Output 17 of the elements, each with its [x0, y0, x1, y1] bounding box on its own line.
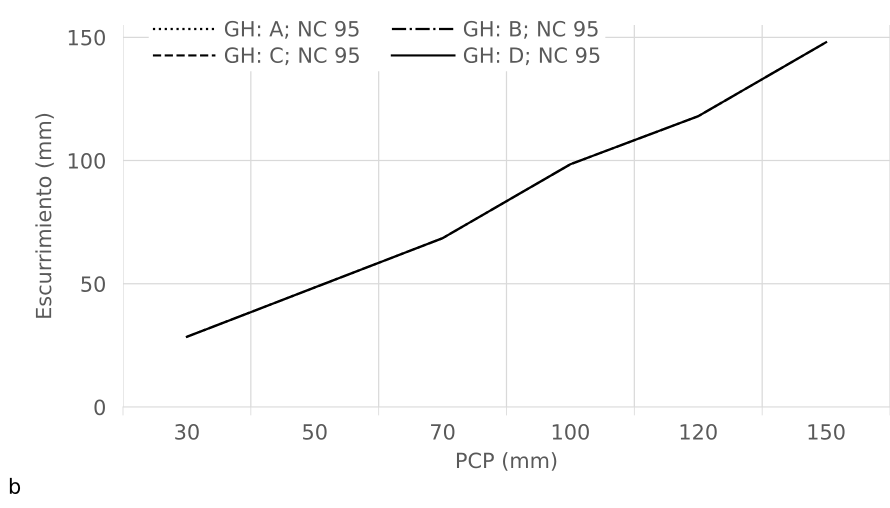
y-tick-label: 0	[94, 399, 105, 416]
y-tick-label: 100	[68, 153, 105, 169]
x-axis-title: PCP (mm)	[456, 452, 556, 471]
x-tick-label: 70	[431, 424, 454, 440]
x-tick-label: 50	[303, 424, 327, 440]
legend-label: GH: C; NC 95	[224, 47, 359, 66]
x-tick-label: 30	[175, 424, 199, 440]
y-tick-label: 150	[68, 30, 105, 46]
y-tick-label: 50	[81, 276, 105, 292]
x-tick-label: 120	[680, 424, 717, 440]
legend-label: GH: D; NC 95	[464, 47, 600, 66]
legend-label: GH: B; NC 95	[464, 20, 598, 39]
y-axis-title: Escurrimiento (mm)	[35, 114, 54, 318]
legend-label: GH: A; NC 95	[224, 20, 359, 39]
text: b	[10, 478, 20, 494]
x-tick-label: 150	[808, 424, 845, 440]
x-tick-label: 100	[552, 424, 589, 440]
